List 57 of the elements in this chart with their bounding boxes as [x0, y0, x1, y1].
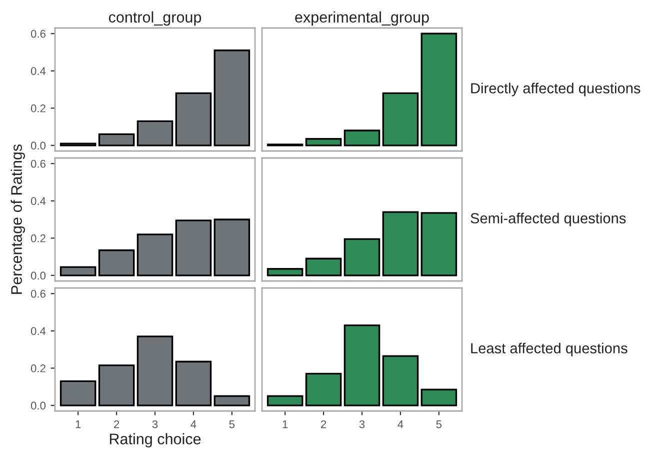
- y-tick-label: 0.0: [30, 272, 46, 280]
- bar: [305, 372, 342, 406]
- y2-axis-title: Least affected questions: [471, 342, 628, 356]
- bar: [136, 234, 174, 276]
- bar: [344, 324, 380, 406]
- bar: [420, 32, 458, 146]
- bar: [98, 364, 135, 406]
- x-tick-label: 4: [190, 420, 196, 428]
- x-tick-label: 5: [229, 420, 235, 428]
- y-tick-label: 0.0: [30, 142, 46, 150]
- bar: [382, 355, 419, 406]
- bar: [344, 130, 380, 146]
- bar: [98, 133, 135, 146]
- y-tick-label: 0.2: [30, 104, 46, 112]
- bar: [420, 388, 458, 406]
- bar: [266, 395, 304, 406]
- x-tick-label: 2: [321, 420, 326, 428]
- y-tick-label: 0.0: [30, 402, 46, 410]
- bar: [214, 50, 250, 146]
- bar: [382, 92, 419, 146]
- x-tick-label: 1: [282, 420, 288, 428]
- y-tick-label: 0.6: [30, 160, 46, 168]
- bar: [266, 268, 304, 276]
- y-tick-label: 0.2: [30, 364, 46, 372]
- y-tick-label: 0.6: [30, 30, 46, 38]
- bar: [420, 212, 458, 276]
- bar: [382, 211, 419, 276]
- y-axis-title: Percentage of Ratings: [10, 144, 25, 294]
- bar: [214, 395, 250, 406]
- bar: [60, 266, 96, 276]
- chart-title: experimental_group: [295, 11, 429, 26]
- bar: [175, 92, 212, 146]
- y-tick-label: 0.6: [30, 290, 46, 298]
- y2-axis-title: Directly affected questions: [471, 82, 640, 96]
- y-tick-label: 0.4: [30, 327, 46, 335]
- chart-title: control_group: [108, 11, 202, 26]
- bar: [305, 138, 342, 146]
- bar: [344, 238, 380, 276]
- bar: [136, 336, 174, 406]
- bar: [98, 249, 135, 276]
- bar: [175, 220, 212, 276]
- bar: [175, 360, 212, 406]
- x-tick-label: 3: [359, 420, 365, 428]
- bar: [60, 380, 96, 406]
- x-axis-title: Rating choice: [110, 433, 201, 448]
- bar: [305, 258, 342, 276]
- x-tick-label: 1: [76, 420, 81, 428]
- bar: [136, 120, 174, 146]
- x-tick-label: 2: [114, 420, 120, 428]
- y-tick-label: 0.4: [30, 67, 46, 75]
- x-tick-label: 4: [398, 420, 404, 428]
- y-tick-label: 0.4: [30, 197, 46, 205]
- bar: [214, 218, 250, 276]
- x-tick-label: 5: [436, 420, 442, 428]
- x-tick-label: 3: [152, 420, 158, 428]
- y-tick-label: 0.2: [30, 234, 46, 242]
- y2-axis-title: Semi-affected questions: [470, 212, 626, 226]
